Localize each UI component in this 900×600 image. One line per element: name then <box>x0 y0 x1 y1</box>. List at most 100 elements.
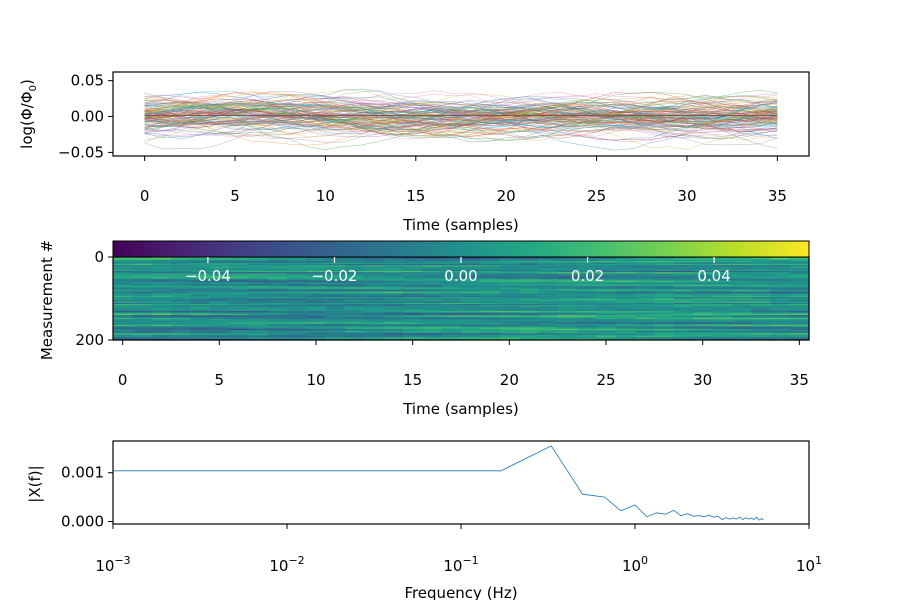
heatmap-cell <box>635 333 655 336</box>
heatmap-cell <box>519 284 539 287</box>
heatmap-cell <box>171 272 191 275</box>
heatmap-cell <box>770 294 791 297</box>
heatmap-cell <box>151 269 172 272</box>
heatmap-cell <box>422 266 443 269</box>
heatmap-cell <box>325 265 346 268</box>
heatmap-cell <box>770 262 791 265</box>
heatmap-cell <box>306 262 327 265</box>
timeseries-ylabel-subscript: 0 <box>28 85 39 91</box>
heatmap-cell <box>519 301 539 304</box>
heatmap-cell <box>596 312 617 315</box>
heatmap-cell <box>209 274 230 277</box>
heatmap-cell <box>306 269 327 272</box>
heatmap-cell <box>248 284 269 287</box>
heatmap-cell <box>577 320 597 323</box>
heatmap-cell <box>113 316 133 319</box>
heatmap-cell <box>229 259 249 262</box>
heatmap-cell <box>461 312 481 315</box>
heatmap-cell <box>499 286 520 289</box>
heatmap-cell <box>287 301 307 304</box>
heatmap-cell <box>383 263 404 266</box>
heatmap-cell <box>499 266 520 269</box>
heatmap-xticks: 0 5 10 15 20 25 30 35 <box>118 340 809 389</box>
heatmap-cell <box>751 319 771 322</box>
heatmap-cell <box>480 316 501 319</box>
heatmap-cell <box>712 288 733 291</box>
heatmap-cell <box>635 315 655 318</box>
heatmap-cell <box>499 305 520 308</box>
heatmap-cell <box>693 257 713 259</box>
heatmap-cell <box>267 333 288 336</box>
heatmap-cell <box>461 280 481 283</box>
heatmap-cell <box>267 298 288 301</box>
heatmap-cell <box>209 317 230 320</box>
heatmap-cell <box>267 295 288 298</box>
heatmap-cell <box>499 308 520 311</box>
heatmap-cell <box>383 295 404 298</box>
heatmap-cell <box>673 324 694 327</box>
heatmap-cell <box>229 335 249 338</box>
heatmap-cell <box>731 279 752 282</box>
heatmap-cell <box>132 291 153 294</box>
timeseries-line <box>144 92 778 151</box>
heatmap-cell <box>712 316 733 319</box>
heatmap-cell <box>461 276 481 279</box>
heatmap-cell <box>287 280 307 283</box>
heatmap-cell <box>151 276 172 279</box>
heatmap-cell <box>751 281 771 284</box>
heatmap-cell <box>151 265 172 268</box>
heatmap-cell <box>132 263 153 266</box>
heatmap-cell <box>577 283 597 286</box>
heatmap-cell <box>770 274 791 277</box>
heatmap-cell <box>422 273 443 276</box>
heatmap-cell <box>113 299 133 302</box>
heatmap-cell <box>770 309 791 312</box>
heatmap-cell <box>654 280 675 283</box>
heatmap-cell <box>731 302 752 305</box>
heatmap-cell <box>654 326 675 329</box>
heatmap-cell <box>654 291 675 294</box>
heatmap-cell <box>712 308 733 311</box>
heatmap-cell <box>306 327 327 330</box>
heatmap-cell <box>441 283 462 286</box>
heatmap-cell <box>209 324 230 327</box>
heatmap-cell <box>693 297 713 300</box>
heatmap-cell <box>325 298 346 301</box>
heatmap-cell <box>113 258 133 261</box>
heatmap-cell <box>731 257 752 259</box>
heatmap-xtick-label: 20 <box>500 371 519 389</box>
heatmap-image <box>113 257 810 341</box>
heatmap-cell <box>461 291 481 294</box>
heatmap-cell <box>635 305 655 308</box>
heatmap-cell <box>654 308 675 311</box>
heatmap-cell <box>770 328 791 331</box>
heatmap-cell <box>480 276 501 279</box>
heatmap-cell <box>248 262 269 265</box>
heatmap-cell <box>731 288 752 291</box>
heatmap-cell <box>113 273 133 276</box>
heatmap-cell <box>789 265 810 268</box>
heatmap-cell <box>209 280 230 283</box>
heatmap-cell <box>480 327 501 330</box>
heatmap-cell <box>190 305 211 308</box>
heatmap-cell <box>287 302 307 305</box>
heatmap-cell <box>789 310 810 313</box>
heatmap-cell <box>229 324 249 327</box>
heatmap-cell <box>751 292 771 295</box>
heatmap-cell <box>287 273 307 276</box>
heatmap-cell <box>132 297 153 300</box>
heatmap-cell <box>325 322 346 324</box>
heatmap-cell <box>480 320 501 323</box>
heatmap-cell <box>693 298 713 301</box>
heatmap-cell <box>248 259 269 262</box>
heatmap-cell <box>441 258 462 261</box>
heatmap-cell <box>306 313 327 316</box>
heatmap-cell <box>538 319 559 322</box>
heatmap-cell <box>751 306 771 309</box>
heatmap-cell <box>557 258 578 261</box>
heatmap-cell <box>345 327 365 330</box>
heatmap-cell <box>113 317 133 320</box>
heatmap-cell <box>287 272 307 275</box>
heatmap-cell <box>673 258 694 261</box>
heatmap-cell <box>654 319 675 322</box>
